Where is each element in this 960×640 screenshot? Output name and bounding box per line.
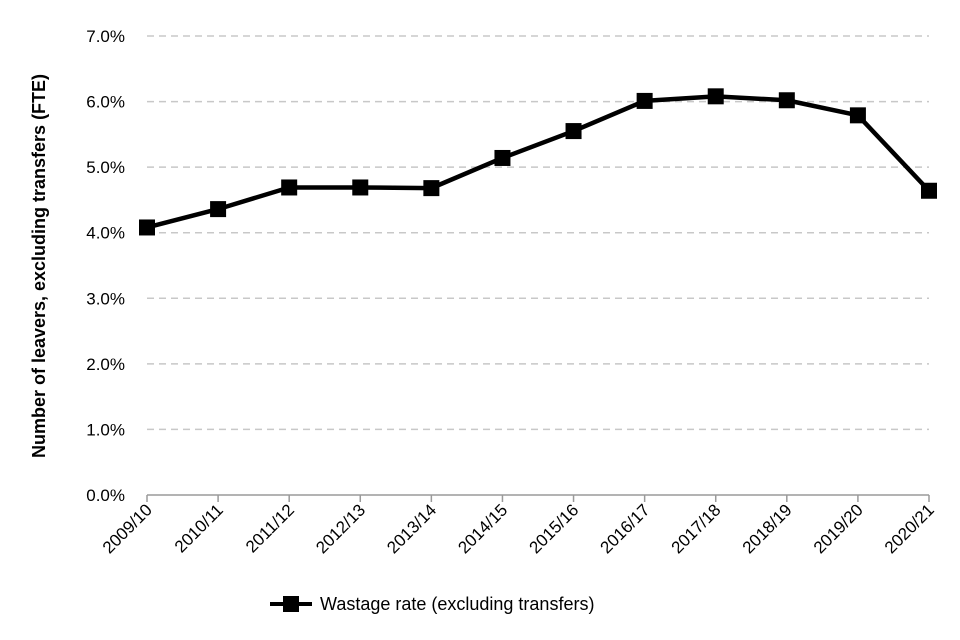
x-tick-label: 2020/21 — [881, 500, 938, 557]
data-point — [210, 201, 227, 218]
y-tick-label: 4.0% — [86, 224, 125, 243]
gridlines — [147, 35, 929, 431]
y-tick-label: 2.0% — [86, 355, 125, 374]
legend: Wastage rate (excluding transfers) — [270, 594, 594, 614]
legend-square-marker-icon — [283, 596, 299, 612]
y-axis-title: Number of leavers, excluding transfers (… — [29, 74, 49, 458]
x-tick-label: 2016/17 — [597, 500, 654, 557]
x-tick-label: 2017/18 — [668, 500, 725, 557]
x-tick-label: 2018/19 — [739, 500, 796, 557]
data-point — [139, 219, 155, 236]
data-point — [423, 180, 440, 197]
legend-label: Wastage rate (excluding transfers) — [320, 594, 594, 614]
y-tick-label: 6.0% — [86, 93, 125, 112]
data-point — [281, 179, 298, 196]
x-tick-label: 2011/12 — [242, 500, 298, 556]
x-tick-label: 2019/20 — [810, 500, 867, 557]
axes — [146, 494, 930, 502]
x-tick-label: 2009/10 — [99, 500, 156, 557]
data-point — [707, 88, 724, 105]
series-line — [146, 94, 931, 230]
data-point — [494, 149, 511, 166]
x-tick-label: 2014/15 — [454, 500, 511, 557]
data-point — [921, 182, 937, 199]
y-tick-label: 3.0% — [86, 289, 125, 308]
series-plot — [139, 88, 937, 236]
x-tick-label: 2010/11 — [171, 500, 227, 556]
x-tick-labels: 2009/10 2010/11 2011/12 2012/13 2013/14 2014/… — [99, 500, 938, 557]
y-tick-label: 0.0% — [86, 486, 125, 505]
y-tick-label: 1.0% — [86, 420, 125, 439]
y-tick-label: 7.0% — [86, 27, 125, 46]
data-point — [352, 179, 369, 196]
y-tick-label: 5.0% — [86, 158, 125, 177]
x-tick-label: 2015/16 — [525, 500, 582, 557]
x-tick-label: 2012/13 — [312, 500, 369, 557]
y-tick-labels: 0.0% 1.0% 2.0% 3.0% 4.0% 5.0% 6.0% 7.0% — [86, 27, 125, 505]
data-point — [849, 107, 866, 124]
data-point — [565, 123, 582, 140]
x-tick-label: 2013/14 — [383, 500, 440, 557]
data-point — [778, 92, 795, 109]
data-point — [636, 92, 653, 109]
